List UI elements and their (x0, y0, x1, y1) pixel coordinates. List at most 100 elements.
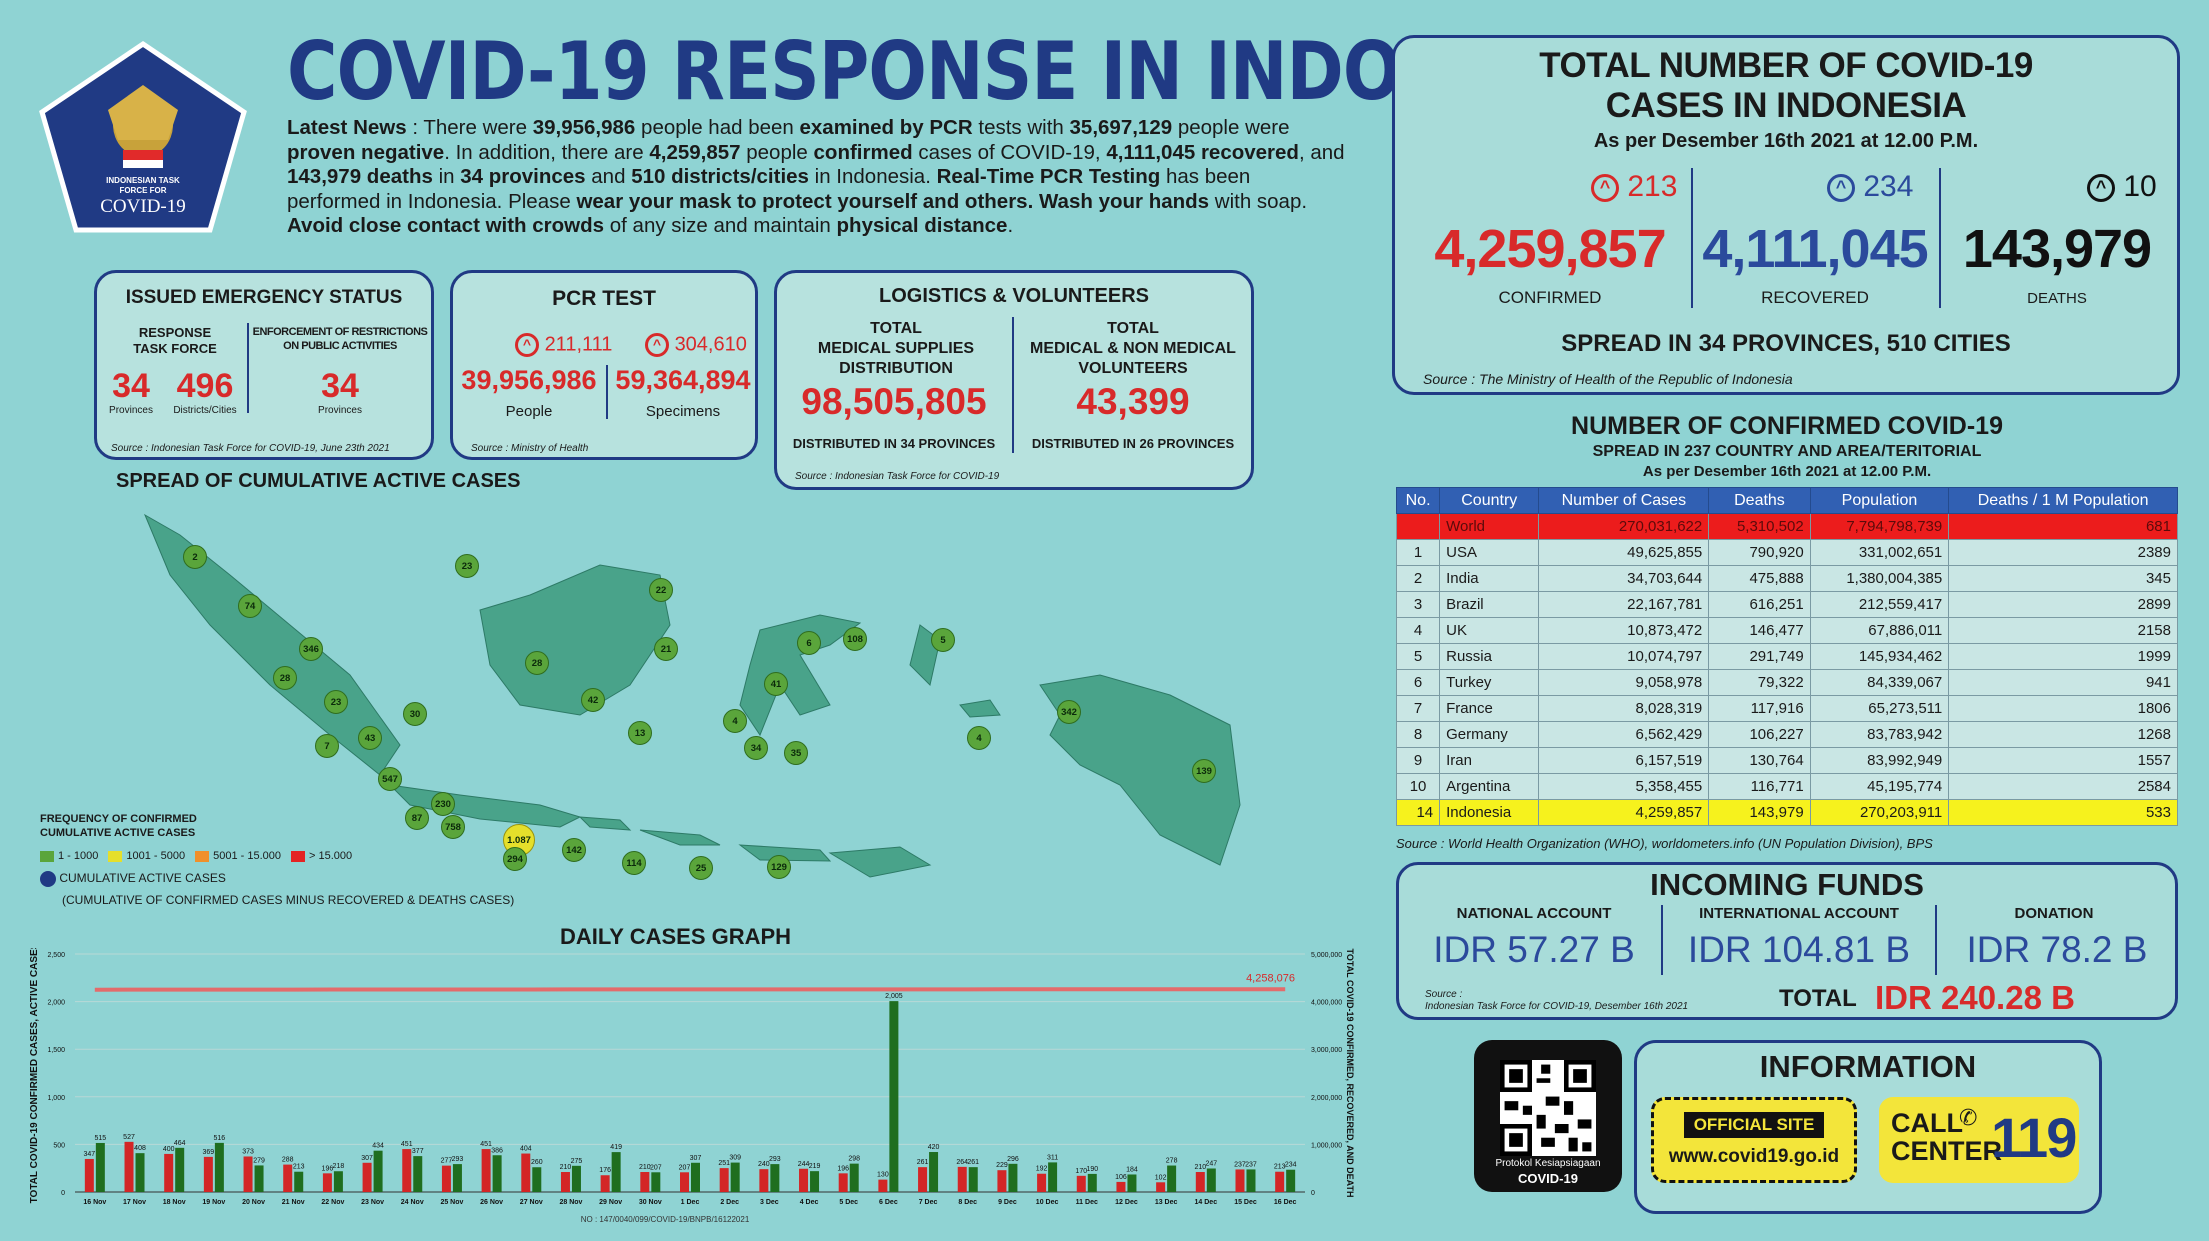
table-cell: 1557 (1948, 747, 2178, 774)
bar-active (1008, 1163, 1018, 1192)
official-site-link[interactable]: OFFICIAL SITE www.covid19.go.id (1651, 1097, 1857, 1183)
indonesia-map (140, 505, 1260, 885)
table-header: Number of Cases (1538, 487, 1710, 514)
table-cell: 533 (1948, 799, 2178, 826)
bar-label: 210 (639, 1164, 651, 1171)
qr-label1: Protokol Kesiapsiagaan (1495, 1158, 1601, 1169)
deaths-label: DEATHS (2027, 290, 2087, 307)
table-row: World 270,031,622 5,310,502 7,794,798,739 68… (1395, 513, 2178, 540)
divider (606, 365, 608, 419)
confirmed-label: CONFIRMED (1498, 288, 1602, 307)
bar-active (1087, 1173, 1097, 1192)
emergency-title: ISSUED EMERGENCY STATUS (125, 287, 403, 308)
bar-active (452, 1164, 462, 1192)
bar-label: 251 (718, 1160, 730, 1167)
table-cell: 22,167,781 (1538, 591, 1710, 618)
x-tick-label: 23 Nov (361, 1199, 384, 1206)
bar-confirmed (640, 1172, 650, 1192)
task-force-logo: INDONESIAN TASK FORCE FOR COVID-19 (38, 40, 248, 235)
bar-label: 260 (531, 1159, 543, 1166)
table-cell: 67,886,011 (1809, 617, 1950, 644)
table-cell: 345 (1948, 565, 2178, 592)
table-cell: Brazil (1439, 591, 1540, 618)
line-end-label: 4,258,076 (1246, 972, 1295, 984)
table-cell: 8,028,319 (1538, 695, 1710, 722)
y2-tick-label: 5,000,000 (1311, 952, 1342, 959)
bar-label: 244 (798, 1161, 810, 1168)
table-cell: 10 (1395, 773, 1441, 800)
table-cell: 79,322 (1708, 669, 1811, 696)
table-row: 7 France 8,028,319 117,916 65,273,511 1806 (1395, 695, 2178, 722)
map-point: 108 (843, 627, 867, 651)
table-cell: 116,771 (1708, 773, 1811, 800)
call-center-label: CALL CENTER (1891, 1108, 2003, 1166)
divider (1939, 168, 1941, 308)
bar-active (730, 1162, 740, 1192)
pcr-test-panel: PCR TEST ^ 211,111 ^ 304,610 39,956,986 … (450, 270, 758, 460)
information-title: INFORMATION (1759, 1049, 1977, 1084)
chart-footnote: NO : 147/0040/099/COVID-19/BNPB/16122021 (581, 1215, 750, 1224)
y2-tick-label: 1,000,000 (1311, 1142, 1342, 1149)
y2-tick-label: 2,000,000 (1311, 1095, 1342, 1102)
map-point: 6 (797, 631, 821, 655)
table-cell: UK (1439, 617, 1540, 644)
map-title: SPREAD OF CUMULATIVE ACTIVE CASES (116, 470, 521, 492)
indonesia-map-icon (143, 513, 1241, 878)
call-center-button[interactable]: CALL CENTER ✆ 119 (1879, 1097, 2079, 1183)
totals-panel: TOTAL NUMBER OF COVID-19 CASES IN INDONES… (1392, 35, 2180, 395)
bar-confirmed (719, 1168, 729, 1192)
x-tick-label: 11 Dec (1076, 1199, 1098, 1206)
bar-label: 298 (848, 1156, 860, 1163)
supplies-distributed: DISTRIBUTED IN 34 PROVINCES (792, 436, 996, 451)
table-cell: 84,339,067 (1809, 669, 1950, 696)
bar-active (492, 1155, 502, 1192)
table-cell: 2389 (1948, 539, 2178, 566)
table-cell: 4,259,857 (1538, 799, 1710, 826)
bar-confirmed (164, 1153, 174, 1192)
bar-label: 296 (1007, 1156, 1019, 1163)
pcr-inc-specimens: ^ 304,610 (645, 333, 747, 357)
map-point: 2 (183, 545, 207, 569)
bar-label: 190 (1086, 1166, 1098, 1173)
bar-active (1048, 1162, 1058, 1192)
bar-label: 184 (1126, 1166, 1138, 1173)
legend-swatch (40, 850, 54, 862)
bar-active (95, 1142, 105, 1192)
bar-label: 307 (361, 1155, 373, 1162)
bar-label: 293 (769, 1156, 781, 1163)
table-cell: 4 (1395, 617, 1441, 644)
map-point: 758 (441, 815, 465, 839)
bar-label: 261 (967, 1159, 979, 1166)
emergency-source: Source : Indonesian Task Force for COVID… (111, 443, 390, 454)
legend-title: FREQUENCY OF CONFIRMED CUMULATIVE ACTIVE … (40, 813, 197, 839)
table-cell: 681 (1948, 513, 2178, 540)
bar-confirmed (1195, 1172, 1205, 1192)
legend-swatch (290, 850, 305, 862)
x-tick-label: 5 Dec (839, 1199, 858, 1206)
table-header: Deaths (1708, 487, 1811, 514)
bar-label: 400 (163, 1146, 175, 1153)
bar-label: 240 (758, 1161, 770, 1168)
table-cell: France (1439, 695, 1540, 722)
pcr-people-label: People (505, 403, 553, 420)
qr-card[interactable]: Protokol Kesiapsiagaan COVID-19 (1474, 1040, 1622, 1192)
x-tick-label: 20 Nov (242, 1199, 265, 1206)
bar-confirmed (680, 1172, 689, 1192)
bar-confirmed (957, 1166, 967, 1192)
map-point: 114 (622, 851, 646, 875)
daily-cases-chart: TOTAL COVID-19 CONFIRMED CASES, ACTIVE C… (25, 942, 1355, 1238)
table-row: 2 India 34,703,644 475,888 1,380,004,385 345 (1395, 565, 2178, 592)
map-point: 342 (1057, 700, 1081, 724)
bar-label: 102 (1155, 1174, 1167, 1181)
totals-subtitle: As per Desember 16th 2021 at 12.00 P.M. (1593, 130, 1979, 152)
table-cell: 7,794,798,739 (1809, 513, 1950, 540)
pcr-specimens-count: 59,364,894 (615, 365, 751, 395)
x-tick-label: 21 Nov (282, 1199, 305, 1206)
districts-count: 496 (176, 367, 234, 405)
table-cell: 6,562,429 (1538, 721, 1710, 748)
map-point: 74 (238, 594, 262, 618)
map-point: 7 (315, 734, 339, 758)
bar-active (651, 1172, 661, 1192)
bar-confirmed (124, 1141, 134, 1192)
bar-label: 464 (174, 1140, 186, 1147)
